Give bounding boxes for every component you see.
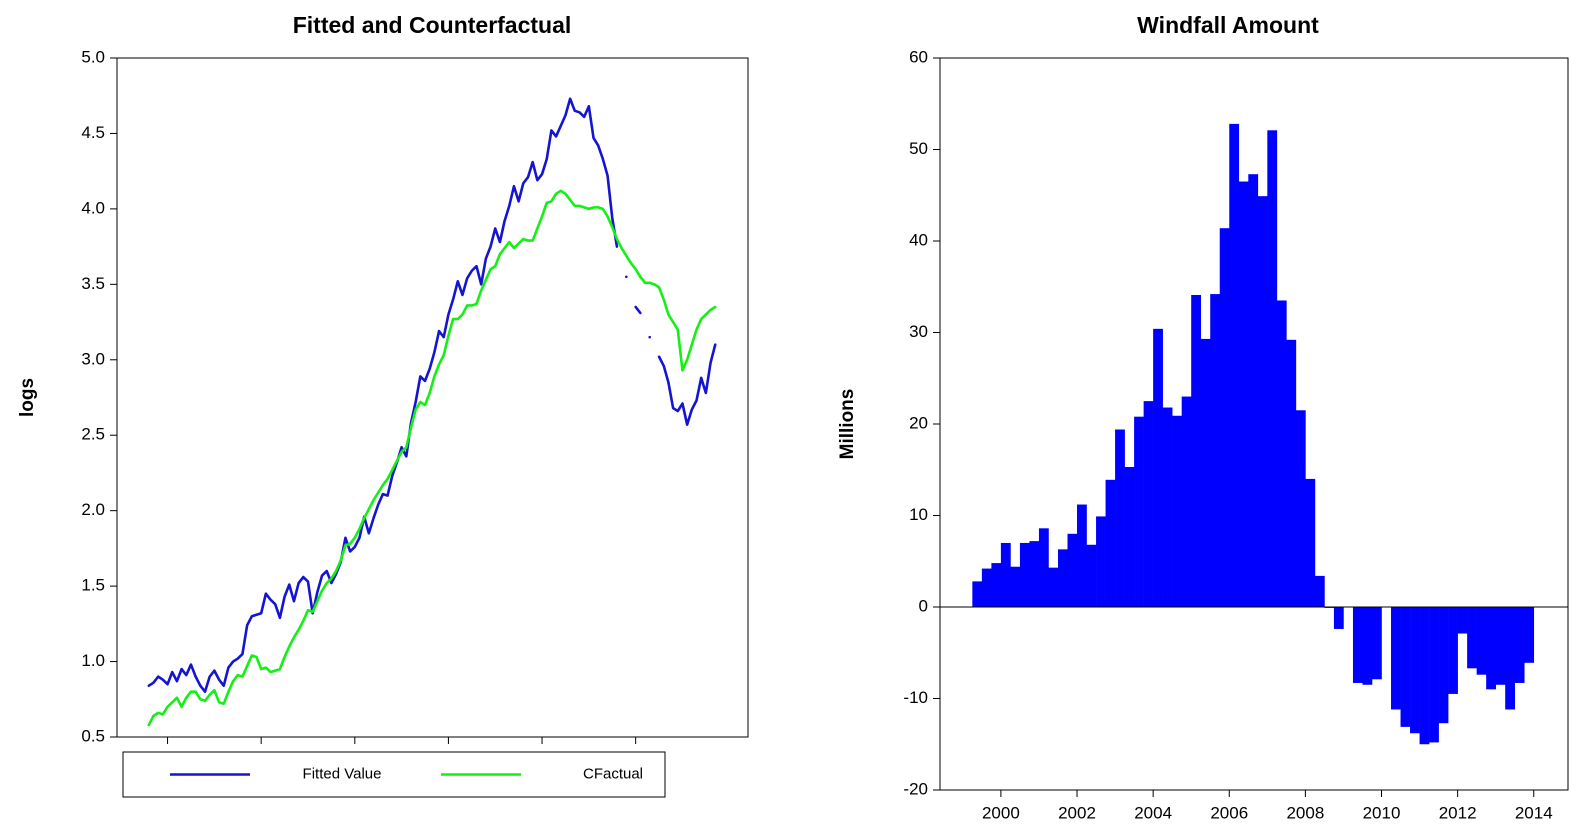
bar (1229, 123, 1240, 607)
bar (1067, 533, 1078, 607)
y-tick-label: 4.0 (81, 198, 105, 217)
bar (1200, 338, 1211, 607)
y-tick-label: 0 (919, 596, 928, 615)
bar (1476, 607, 1487, 675)
bar (991, 563, 1002, 607)
bar (1448, 607, 1458, 694)
x-tick-label: 2008 (1286, 803, 1324, 822)
bar (1362, 607, 1373, 685)
x-tick-label: 2006 (1210, 803, 1248, 822)
legend-label: Fitted Value (303, 765, 382, 782)
bar (1410, 607, 1420, 734)
x-tick-label: 2012 (1439, 803, 1477, 822)
bar (1467, 607, 1477, 669)
bar (1371, 607, 1382, 680)
x-tick-label: 2004 (1134, 803, 1172, 822)
bar (1505, 607, 1516, 710)
bar (1219, 228, 1230, 607)
chart-title: Windfall Amount (1137, 12, 1319, 38)
y-axis-label: logs (17, 378, 38, 417)
bar (1115, 429, 1125, 607)
bar (1514, 607, 1525, 683)
chart-panel: Windfall Amount Millions -20 -10 0 10 20 30 40 50… (837, 12, 1569, 822)
bar (1105, 479, 1116, 607)
bar (1524, 607, 1535, 663)
bar (1486, 607, 1496, 690)
y-tick-label: 2.0 (81, 500, 105, 519)
bar (1181, 396, 1192, 607)
y-tick-label: 30 (909, 322, 928, 341)
chart-panel: Fitted and Counterfactual logs 0.5 1.0 1.5 2.… (17, 12, 749, 798)
bar (1048, 567, 1059, 607)
x-tick-label: 2010 (1363, 803, 1401, 822)
bar (1124, 467, 1135, 607)
bar (1238, 181, 1249, 607)
bar (1314, 575, 1325, 607)
y-tick-label: 50 (909, 139, 928, 158)
bar (1086, 544, 1097, 607)
bar (1134, 416, 1144, 607)
bar (1419, 607, 1430, 745)
y-tick-label: 10 (909, 505, 928, 524)
y-tick-label: 40 (909, 230, 928, 249)
y-tick-label: 1.5 (81, 576, 105, 595)
y-tick-label: 60 (909, 47, 928, 66)
bar (1000, 542, 1011, 607)
y-tick-label: 2.5 (81, 425, 105, 444)
bar (1286, 339, 1297, 607)
y-tick-label: 4.5 (81, 123, 105, 142)
bar (1295, 410, 1306, 607)
bar (972, 581, 983, 607)
bar (1352, 607, 1363, 683)
legend: Fitted Value CFactual (122, 751, 666, 798)
y-tick-label: 5.0 (81, 47, 105, 66)
y-tick-label: 1.0 (81, 651, 105, 670)
y-tick-label: 20 (909, 413, 928, 432)
bar (1391, 607, 1401, 710)
bar (1191, 294, 1202, 607)
bar (1333, 607, 1344, 629)
legend-label: CFactual (583, 765, 643, 782)
chart-title: Fitted and Counterfactual (293, 12, 572, 38)
bar (1429, 607, 1439, 743)
bar (1276, 300, 1287, 607)
bar (1495, 607, 1506, 685)
bar (1153, 328, 1163, 607)
series-line (147, 97, 717, 694)
bar (1143, 401, 1154, 607)
bar (1438, 607, 1449, 724)
bar (1210, 294, 1221, 607)
bar (1257, 196, 1268, 608)
bar (1029, 541, 1040, 607)
y-tick-label: 0.5 (81, 726, 105, 745)
bar (1019, 542, 1030, 607)
y-tick-label: -10 (903, 688, 928, 707)
bar (1010, 566, 1021, 607)
bar (1248, 174, 1259, 607)
x-tick-label: 2000 (982, 803, 1020, 822)
x-tick-label: 2002 (1058, 803, 1096, 822)
bar (1038, 528, 1049, 607)
bar (1305, 478, 1316, 607)
bar (1096, 516, 1106, 607)
bar (1400, 607, 1411, 727)
bar (1162, 407, 1173, 607)
bar (1077, 504, 1087, 607)
y-tick-label: 3.0 (81, 349, 105, 368)
y-axis-label: Millions (837, 389, 858, 460)
bar (981, 568, 992, 607)
plot-frame (116, 57, 749, 738)
y-tick-label: 3.5 (81, 274, 105, 293)
bar (1267, 130, 1278, 607)
bar (1172, 415, 1182, 607)
y-tick-label: -20 (903, 779, 928, 798)
bar (1057, 549, 1068, 607)
series-line (147, 189, 717, 727)
x-tick-label: 2014 (1515, 803, 1553, 822)
bar (1457, 607, 1468, 634)
